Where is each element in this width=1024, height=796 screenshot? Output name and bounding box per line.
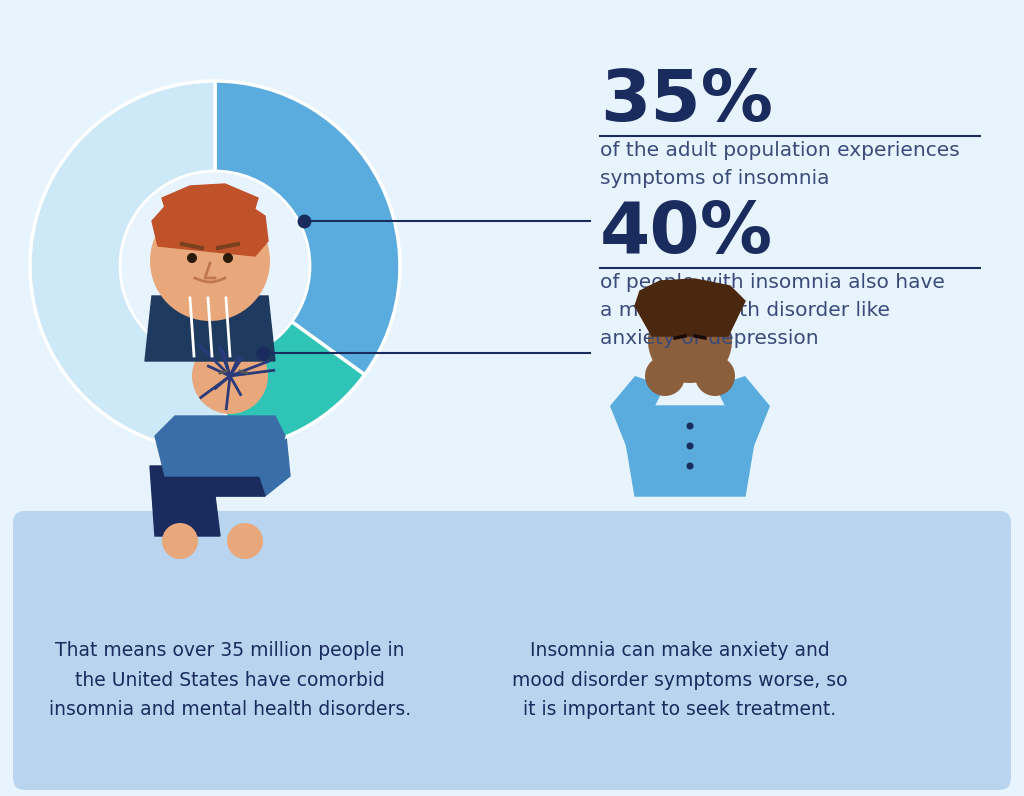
Polygon shape [625,406,755,496]
Circle shape [120,171,310,361]
Circle shape [686,462,693,470]
Polygon shape [162,184,258,218]
Circle shape [193,338,268,414]
Polygon shape [145,296,275,361]
Text: 40%: 40% [600,200,773,268]
Circle shape [645,356,685,396]
Circle shape [686,443,693,450]
Wedge shape [30,81,228,451]
Circle shape [223,253,233,263]
Text: of people with insomnia also have
a mental health disorder like
anxiety or depre: of people with insomnia also have a ment… [600,274,945,349]
Polygon shape [155,416,285,476]
Text: of the adult population experiences
symptoms of insomnia: of the adult population experiences symp… [600,141,959,188]
Circle shape [648,299,732,383]
FancyBboxPatch shape [13,511,1011,790]
Polygon shape [648,303,732,336]
Circle shape [150,201,270,321]
Wedge shape [215,81,400,375]
Polygon shape [160,406,290,496]
Polygon shape [635,279,745,336]
Polygon shape [715,376,770,456]
Circle shape [162,523,198,559]
Polygon shape [152,194,268,256]
Circle shape [227,523,263,559]
Polygon shape [610,376,665,456]
Text: 35%: 35% [600,67,773,135]
Text: That means over 35 million people in
the United States have comorbid
insomnia an: That means over 35 million people in the… [49,641,411,719]
Circle shape [686,423,693,430]
Circle shape [695,356,735,396]
Circle shape [187,253,197,263]
FancyBboxPatch shape [196,274,224,298]
Text: Insomnia can make anxiety and
mood disorder symptoms worse, so
it is important t: Insomnia can make anxiety and mood disor… [512,641,848,719]
Wedge shape [215,266,365,451]
Polygon shape [150,466,265,536]
